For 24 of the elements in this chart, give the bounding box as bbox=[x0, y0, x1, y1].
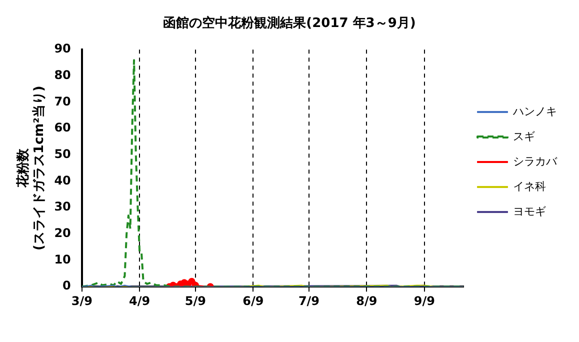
y-tick-label: 70 bbox=[54, 94, 71, 108]
x-tick-label: 7/9 bbox=[298, 294, 320, 308]
y-tick-label: 30 bbox=[54, 200, 71, 214]
x-tick-label: 3/9 bbox=[71, 294, 92, 308]
x-tick-label: 4/9 bbox=[129, 294, 150, 308]
x-tick-label: 5/9 bbox=[184, 294, 206, 308]
y-tick-label: 40 bbox=[54, 173, 71, 188]
y-tick-label: 60 bbox=[54, 120, 71, 135]
y-tick-label: 20 bbox=[54, 226, 71, 240]
y-tick-label: 0 bbox=[62, 278, 71, 293]
legend-label: ハンノキ bbox=[512, 104, 557, 118]
legend-label: スギ bbox=[513, 130, 535, 143]
y-tick-label: 50 bbox=[54, 147, 71, 162]
y-tick-label: 80 bbox=[54, 68, 71, 82]
x-tick-label: 9/9 bbox=[414, 294, 435, 308]
y-tick-label: 10 bbox=[54, 252, 71, 266]
legend-label: シラカバ bbox=[513, 154, 558, 168]
x-tick-label: 8/9 bbox=[356, 294, 378, 308]
x-tick-label: 6/9 bbox=[242, 294, 264, 308]
legend-label: ヨモギ bbox=[513, 204, 546, 218]
legend-label: イネ科 bbox=[513, 180, 546, 193]
y-tick-label: 90 bbox=[54, 42, 71, 56]
chart-title: 函館の空中花粉観測結果(2017 年3～9月) bbox=[163, 15, 416, 32]
y-axis-title: 花粉数 (スライドガラス1cm²当り) bbox=[16, 86, 47, 251]
